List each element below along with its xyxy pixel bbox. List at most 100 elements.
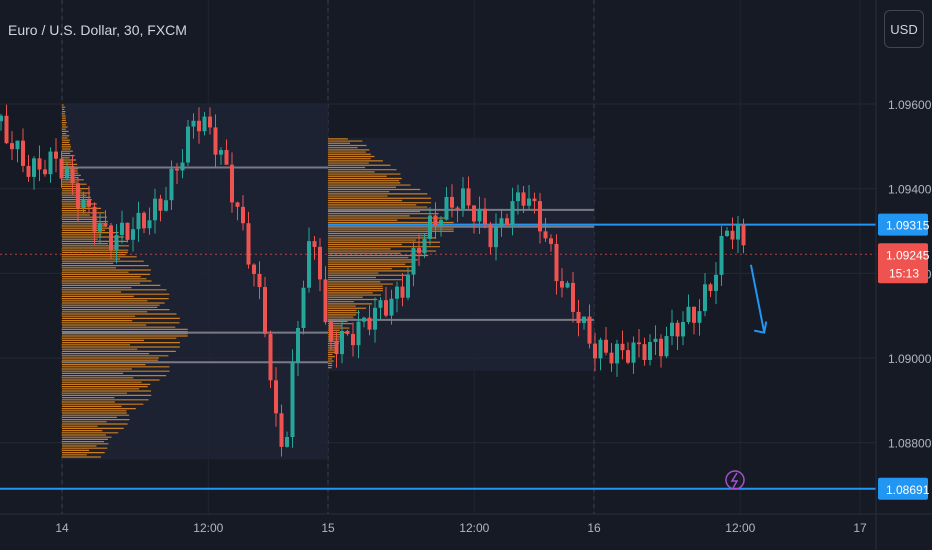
- candle-bull: [389, 298, 394, 316]
- candle-bull: [510, 201, 515, 226]
- candle-bull: [180, 162, 185, 171]
- candle-bear: [637, 342, 641, 345]
- candle-bull: [653, 338, 658, 342]
- lightning-icon-ring: [725, 470, 745, 490]
- candle-bull: [186, 126, 190, 163]
- candle-bull: [373, 307, 377, 330]
- candle-bull: [714, 274, 718, 291]
- candle-bear: [587, 316, 592, 344]
- candle-bull: [527, 198, 531, 206]
- candle-bear: [70, 168, 75, 184]
- bar-countdown-label: 15:13: [889, 266, 919, 280]
- candle-bear: [483, 208, 487, 225]
- candle-bull: [285, 437, 289, 447]
- candle-bull: [219, 150, 223, 155]
- candle-bear: [708, 284, 713, 291]
- candle-bear: [268, 333, 273, 381]
- candle-bull: [598, 339, 603, 359]
- candle-bear: [549, 238, 553, 244]
- candle-bear: [351, 333, 355, 346]
- candle-bear: [274, 380, 278, 414]
- currency-button[interactable]: USD: [884, 10, 924, 48]
- price-tick-label: 1.08800: [888, 437, 932, 451]
- candle-bear: [21, 140, 25, 166]
- time-tick-label: 16: [587, 521, 601, 535]
- candle-bear: [659, 338, 663, 357]
- candle-bull: [378, 300, 383, 308]
- candle-bull: [565, 282, 570, 288]
- candle-bear: [334, 341, 339, 355]
- candle-bull: [494, 226, 498, 248]
- candle-bull: [0, 115, 4, 122]
- projection-arrow: [749, 264, 766, 333]
- time-tick-label: 14: [55, 521, 69, 535]
- candle-bear: [87, 199, 91, 207]
- candle-bull: [422, 238, 427, 254]
- candle-bear: [741, 224, 746, 246]
- time-tick-label: 12:00: [459, 521, 489, 535]
- candle-bear: [263, 287, 267, 334]
- candle-bear: [59, 158, 64, 179]
- candle-bull: [98, 223, 102, 232]
- candle-bear: [560, 281, 564, 288]
- candle-bull: [191, 120, 196, 127]
- candle-bear: [532, 198, 537, 202]
- candle-bear: [538, 201, 542, 232]
- candle-bull: [615, 343, 619, 364]
- candle-bear: [417, 247, 421, 254]
- candle-bear: [103, 223, 108, 226]
- candle-bull: [202, 116, 207, 132]
- time-tick-label: 12:00: [725, 521, 755, 535]
- candle-bull: [648, 341, 652, 360]
- candle-bull: [428, 215, 432, 239]
- candle-bear: [43, 169, 47, 175]
- candle-bear: [466, 188, 471, 206]
- candle-bear: [329, 322, 333, 342]
- candle-bull: [153, 198, 157, 221]
- candle-bull: [686, 306, 691, 323]
- candle-bear: [92, 206, 97, 232]
- candle-bull: [164, 200, 168, 211]
- price-tick-label: 1.09400: [888, 183, 932, 197]
- candle-bear: [230, 164, 234, 203]
- candle-bull: [65, 168, 69, 179]
- price-tick-label: 1.09600: [888, 98, 932, 112]
- time-tick-label: 12:00: [193, 521, 223, 535]
- candle-bear: [224, 150, 229, 165]
- candle-bear: [675, 322, 680, 337]
- candle-bear: [620, 343, 625, 351]
- candle-bull: [516, 192, 520, 202]
- candle-bull: [670, 322, 674, 337]
- candle-bear: [642, 344, 647, 360]
- candle-bear: [593, 343, 597, 359]
- candle-bear: [730, 230, 735, 240]
- candle-bear: [450, 196, 454, 208]
- candle-bull: [499, 218, 504, 227]
- candle-bear: [26, 165, 31, 177]
- candle-bear: [252, 264, 256, 274]
- candle-bull: [703, 284, 707, 312]
- candle-bear: [235, 202, 240, 207]
- price-level-badge: [878, 477, 928, 500]
- candle-bull: [631, 342, 636, 363]
- candle-bull: [725, 230, 729, 236]
- candle-bear: [433, 215, 438, 226]
- chart-title: Euro / U.S. Dollar, 30, FXCM: [8, 22, 187, 38]
- price-level-badge: [878, 213, 928, 236]
- candle-bull: [406, 274, 410, 298]
- candle-bull: [307, 241, 311, 288]
- candle-bear: [208, 116, 212, 128]
- candle-bear: [488, 224, 493, 248]
- current-price-badge: [878, 243, 928, 284]
- candle-bull: [48, 151, 53, 175]
- candle-bear: [197, 120, 201, 132]
- candle-bull: [301, 287, 306, 328]
- candle-bull: [120, 222, 124, 235]
- candle-bear: [257, 273, 262, 288]
- candle-bear: [543, 231, 548, 239]
- candle-bull: [147, 220, 152, 229]
- candle-bull: [395, 286, 399, 299]
- price-level-badge-label: 1.09315: [886, 219, 930, 233]
- candle-bull: [461, 188, 465, 209]
